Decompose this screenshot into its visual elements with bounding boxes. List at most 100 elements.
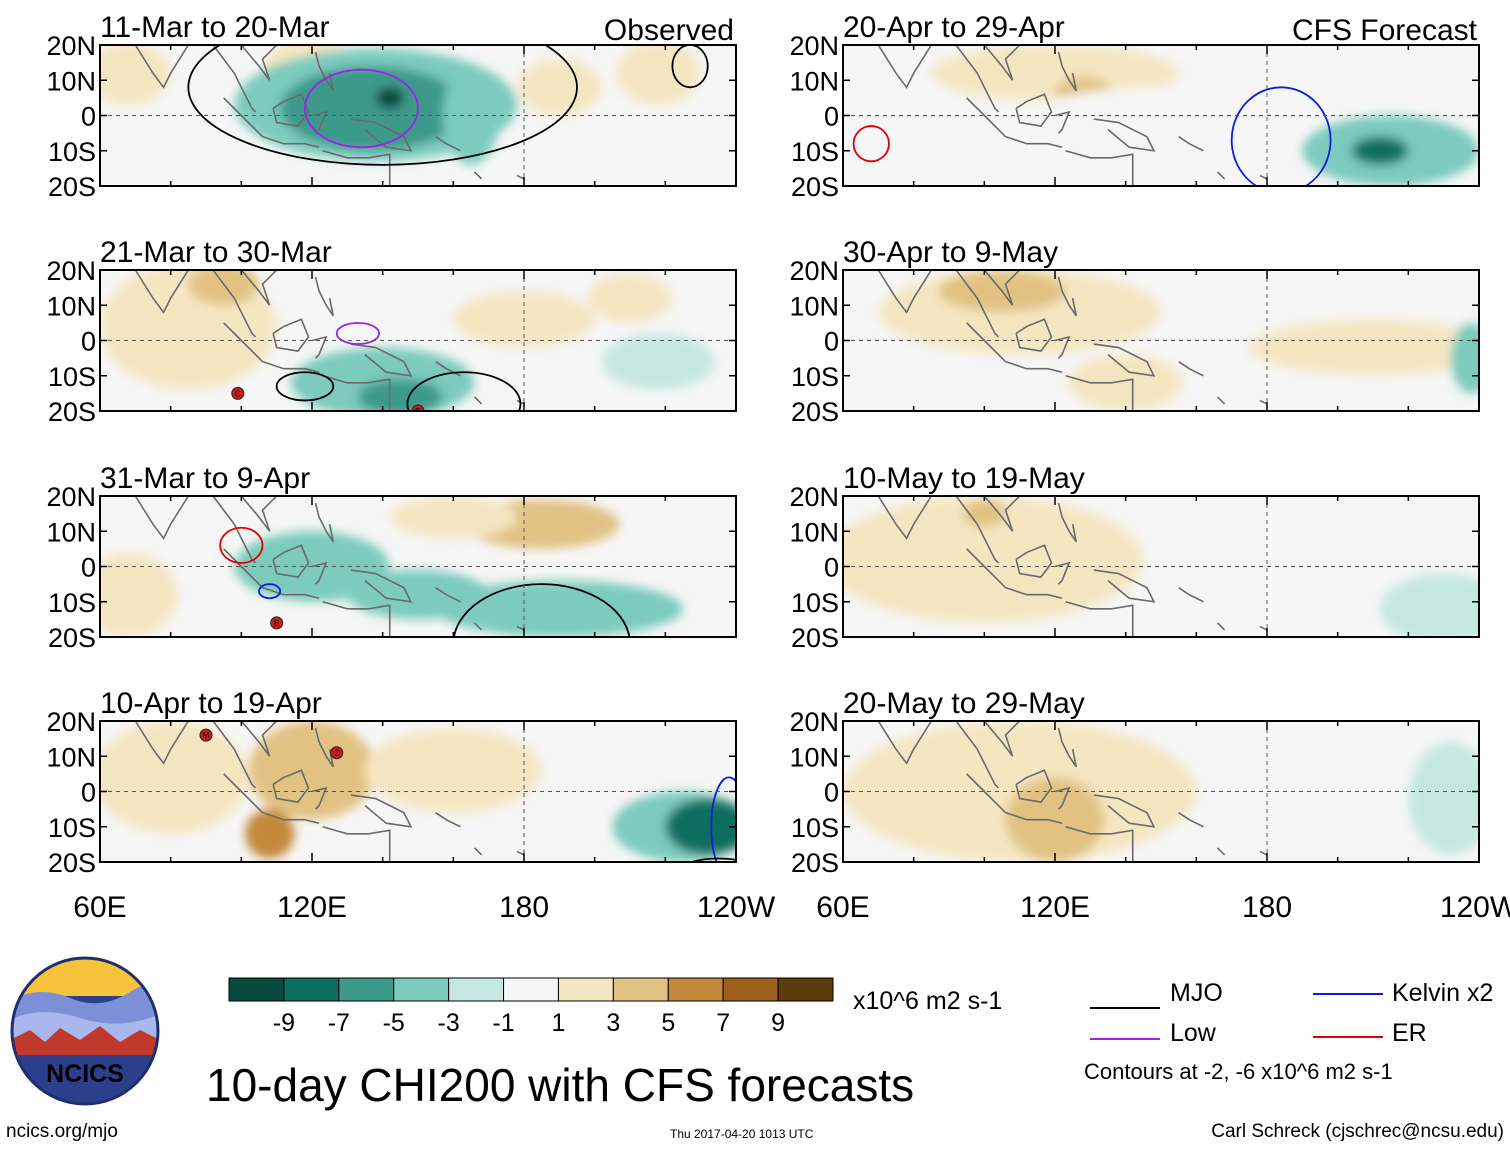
coastline (350, 569, 413, 603)
coastline (983, 721, 1021, 757)
y-tick-label: 20S (48, 623, 96, 653)
panel-date-label: 20-Apr to 29-Apr (843, 11, 1065, 44)
legend-line-low (1090, 1038, 1160, 1040)
panel-date-label: 31-Mar to 9-Apr (100, 462, 310, 495)
coastline (1093, 569, 1156, 603)
coastline (1216, 847, 1226, 856)
coastline (240, 496, 278, 532)
coastline (1054, 561, 1071, 585)
legend-label-low: Low (1170, 1019, 1216, 1047)
coastline (314, 502, 334, 543)
y-tick-label: 20N (46, 256, 96, 286)
coastline (240, 45, 278, 81)
storm-marker (330, 746, 344, 760)
coastline (955, 270, 1000, 338)
contour-mjo (187, 45, 578, 166)
coastlines (134, 496, 525, 637)
colorbar-tick-label: -3 (438, 1009, 460, 1037)
coastline (435, 586, 461, 603)
anomaly-blob (1351, 136, 1409, 165)
coastline (1005, 811, 1063, 825)
coastline (473, 396, 483, 405)
coastline (1054, 110, 1071, 134)
coastline (272, 769, 310, 803)
coastline (435, 811, 461, 828)
legend-label-mjo: MJO (1170, 979, 1223, 1007)
y-tick-label: 10S (791, 362, 839, 392)
coastline (212, 45, 257, 113)
coastline (272, 93, 310, 127)
anomaly-blob (615, 45, 701, 105)
contour-mjo (453, 583, 631, 637)
coastline (311, 786, 328, 810)
storm-symbol: M (199, 728, 213, 742)
panel-field (843, 270, 1479, 411)
contour-mjo (275, 371, 335, 402)
coastline (473, 847, 483, 856)
coastline (516, 625, 525, 631)
x-tick-label: 120W (1440, 891, 1510, 924)
legend-label-er: ER (1392, 1019, 1427, 1047)
y-tick-label: 0 (81, 778, 96, 808)
storm-symbol: D (411, 404, 425, 411)
coastline (1178, 360, 1204, 377)
coastline (1005, 586, 1063, 600)
y-tick-label: 0 (824, 102, 839, 132)
coastline (314, 727, 334, 768)
anomaly-blob (188, 270, 259, 306)
coastline (262, 586, 320, 600)
y-tick-label: 0 (824, 327, 839, 357)
y-tick-label: 0 (81, 553, 96, 583)
y-tick-label: 20N (46, 31, 96, 61)
coastline (966, 97, 1007, 138)
anomaly-blob (365, 728, 542, 813)
anomaly-blob (665, 798, 736, 855)
contour-er (852, 125, 890, 163)
y-tick-label: 20N (789, 256, 839, 286)
colorbar-swatch (777, 977, 834, 1002)
coastline (1065, 825, 1134, 862)
colorbar-swatch (503, 977, 559, 1002)
panel-field (843, 496, 1479, 637)
coastline (1005, 135, 1063, 149)
footer-url[interactable]: ncics.org/mjo (6, 1121, 118, 1142)
coastlines (877, 496, 1268, 637)
legend-line-mjo (1090, 1007, 1160, 1009)
coastline (1259, 850, 1268, 856)
coastline (134, 721, 190, 765)
y-tick-label: 20S (48, 848, 96, 878)
contour-kelvin-x2 (258, 583, 282, 600)
coastline (311, 561, 328, 585)
contour-low (335, 321, 381, 345)
colorbar-swatch (393, 977, 450, 1002)
panel-date-label: 21-Mar to 30-Mar (100, 236, 332, 269)
colorbar-swatch (722, 977, 779, 1002)
coastline (223, 548, 264, 589)
y-tick-label: 10N (789, 742, 839, 772)
y-tick-label: 10S (48, 588, 96, 618)
coastline (983, 270, 1021, 306)
y-tick-label: 0 (824, 778, 839, 808)
colorbar-tick-label: 1 (552, 1009, 566, 1037)
y-tick-label: 0 (81, 102, 96, 132)
coastline (966, 773, 1007, 814)
y-tick-label: 10N (789, 66, 839, 96)
colorbar-swatch (448, 977, 505, 1002)
colorbar-swatch (667, 977, 724, 1002)
coastline (1178, 586, 1204, 603)
x-tick-label: 60E (73, 891, 126, 924)
panel-date-label: 20-May to 29-May (843, 687, 1085, 720)
contour-kelvin-x2 (710, 776, 736, 862)
coastline (966, 322, 1007, 363)
anomaly-blob (357, 379, 443, 411)
coastline (473, 171, 483, 180)
coastline (1065, 600, 1134, 637)
column-header: Observed (604, 14, 734, 47)
storm-marker (199, 728, 213, 742)
coastline (240, 721, 278, 757)
x-tick-label: 60E (816, 891, 869, 924)
